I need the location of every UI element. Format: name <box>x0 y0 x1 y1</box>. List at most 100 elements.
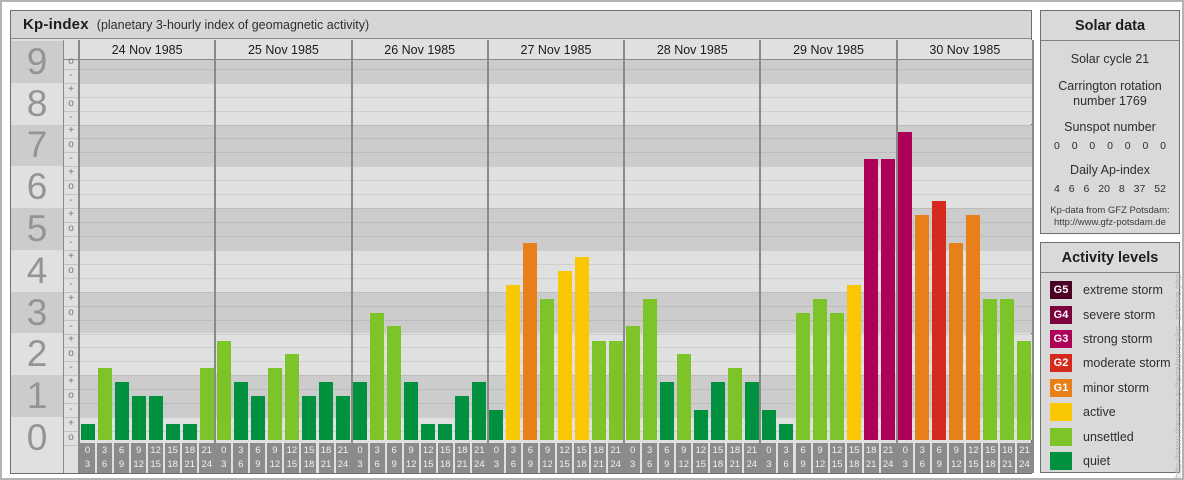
y-axis-subtick: o <box>68 264 74 276</box>
y-axis-label: 3 <box>26 291 48 333</box>
gridline <box>79 194 1033 196</box>
gridline <box>79 96 1033 98</box>
kp-bar <box>165 424 180 440</box>
kp-bar <box>966 215 981 440</box>
subtick-line <box>64 417 78 419</box>
kp-bar <box>404 382 419 440</box>
y-axis-subtick: + <box>68 83 74 95</box>
gridline <box>79 431 1033 433</box>
subtick-line <box>64 403 78 405</box>
interval-badge: 21 24 <box>335 443 351 473</box>
activity-level-swatch-quiet <box>1050 451 1072 470</box>
subtick-line <box>64 208 78 210</box>
kp-bar <box>625 326 640 440</box>
plot-stripe <box>79 417 1033 440</box>
y-axis-stripe <box>11 40 63 83</box>
y-axis-subtick: - <box>69 153 73 165</box>
kp-bar <box>847 284 862 440</box>
interval-badge: 9 12 <box>267 443 283 473</box>
y-axis-label: 2 <box>26 333 48 375</box>
y-axis-subtick: + <box>68 167 74 179</box>
y-axis-subtick: o <box>68 139 74 151</box>
kp-bar <box>472 382 487 440</box>
kp-bar <box>744 382 759 440</box>
subtick-line <box>64 444 78 446</box>
activity-level-row: quiet <box>1041 449 1179 473</box>
activity-level-swatch-g3: G3 <box>1050 329 1072 348</box>
interval-badge: 21 24 <box>199 443 215 473</box>
interval-badge: 21 24 <box>1016 443 1032 473</box>
y-axis-subtick: - <box>69 195 73 207</box>
interval-badge: 15 18 <box>165 443 181 473</box>
axis-line <box>63 40 64 473</box>
kp-data-credit-line1: Kp-data from GFZ Potsdam: <box>1050 205 1170 216</box>
y-axis-subtick: o <box>68 306 74 318</box>
y-axis-subtick: + <box>68 250 74 262</box>
subtick-line <box>64 361 78 363</box>
kp-bar <box>267 368 282 440</box>
gridline <box>79 375 1033 377</box>
y-axis-stripe <box>11 208 63 250</box>
activity-level-row: G3 strong storm <box>1041 327 1179 351</box>
y-axis-label: 0 <box>26 417 48 458</box>
interval-badge: 9 12 <box>403 443 419 473</box>
kp-bar <box>830 312 845 440</box>
interval-badge: 18 21 <box>999 443 1015 473</box>
gridline <box>79 180 1033 182</box>
y-axis-stripe <box>11 124 63 167</box>
y-axis-stripe <box>11 291 63 334</box>
interval-badge: 12 15 <box>148 443 164 473</box>
sunspot-value: 0 <box>1107 140 1113 152</box>
interval-badge: 18 21 <box>182 443 198 473</box>
interval-badge: 21 24 <box>608 443 624 473</box>
ap-index-label: Daily Ap-index <box>1070 163 1150 177</box>
y-axis-subtick: - <box>69 236 73 248</box>
subtick-line <box>64 110 78 112</box>
gridline <box>79 333 1033 335</box>
kp-bar <box>199 368 214 440</box>
activity-level-row: active <box>1041 400 1179 424</box>
sunspot-value: 0 <box>1071 140 1078 152</box>
ap-value: 37 <box>1133 183 1146 195</box>
subtick-line <box>64 305 78 307</box>
kp-bar <box>659 382 674 440</box>
activity-level-swatch-g2: G2 <box>1050 354 1072 373</box>
y-axis-subtick: - <box>69 69 73 81</box>
watermark-url: http://www.theusner.eu/terra/aurora/kp_a… <box>1173 273 1183 478</box>
interval-badge: 9 12 <box>948 443 964 473</box>
day-divider <box>1032 40 1034 473</box>
interval-badge: 12 15 <box>284 443 300 473</box>
kp-bar <box>80 424 95 440</box>
date-header-cell: 26 Nov 1985 <box>384 42 456 57</box>
kp-bar <box>233 382 248 440</box>
kp-bar <box>710 382 725 440</box>
plot-stripe <box>79 82 1033 125</box>
day-divider <box>759 40 761 473</box>
y-axis-subtick: - <box>69 278 73 290</box>
activity-level-swatch-g5: G5 <box>1050 281 1072 300</box>
kp-bar <box>642 298 657 440</box>
gridline <box>79 305 1033 307</box>
activity-level-row: G5 extreme storm <box>1041 278 1179 302</box>
kp-bar <box>301 396 316 440</box>
subtick-line <box>64 263 78 265</box>
subtick-line <box>64 82 78 84</box>
interval-badge: 12 15 <box>693 443 709 473</box>
sunspot-value: 0 <box>1089 140 1096 152</box>
activity-level-row: unsettled <box>1041 424 1179 448</box>
kp-bar <box>932 200 947 440</box>
gridline <box>79 277 1033 279</box>
interval-badge: 15 18 <box>982 443 998 473</box>
kp-bar <box>796 312 811 440</box>
interval-badge: 9 12 <box>676 443 692 473</box>
kp-bar <box>693 409 708 440</box>
activity-level-row: G2 moderate storm <box>1041 351 1179 375</box>
